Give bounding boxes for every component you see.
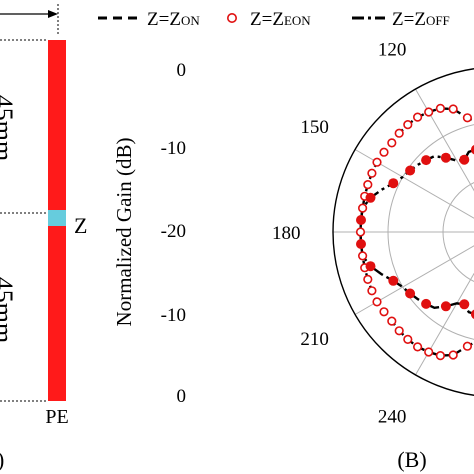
- marker-zoff: [440, 152, 451, 163]
- top-dimension-arrowhead: [48, 10, 58, 18]
- marker-zoff: [388, 178, 399, 189]
- legend-label-zoff: Z=ZOFF: [392, 9, 450, 30]
- marker-zeon: [355, 227, 366, 237]
- angle-tick-label: 210: [300, 329, 329, 350]
- marker-zeon: [448, 350, 458, 360]
- polar-series: [355, 103, 474, 361]
- dimension-label-bottom: 45mm: [0, 277, 18, 343]
- pe-label: PE: [45, 406, 68, 428]
- legend-item-zon: Z=ZON: [98, 9, 200, 30]
- marker-zoff: [405, 165, 416, 176]
- panel-b-label: (B): [397, 447, 426, 472]
- marker-zeon: [448, 104, 458, 114]
- radial-tick-0-top: 0: [177, 60, 187, 81]
- marker-zeon: [372, 157, 382, 167]
- marker-zeon: [379, 307, 389, 317]
- angle-labels: 90120150180210240270: [272, 40, 407, 428]
- marker-zeon: [387, 138, 397, 148]
- radial-tick-0-bottom: 0: [177, 386, 187, 407]
- legend: Z=ZON Z=ZEON Z=ZOFF: [98, 9, 450, 30]
- legend-label-zeon: Z=ZEON: [250, 9, 311, 30]
- marker-zoff: [470, 145, 474, 155]
- marker-zeon: [363, 274, 373, 285]
- marker-zeon: [379, 147, 389, 157]
- panel-a-label: ): [0, 447, 4, 472]
- marker-zeon: [367, 286, 377, 296]
- marker-zoff: [459, 154, 470, 165]
- marker-zeon: [413, 112, 423, 122]
- legend-label-zon: Z=ZON: [147, 9, 200, 30]
- marker-zeon: [435, 351, 446, 361]
- dimension-label-top: 45mm: [0, 95, 18, 161]
- antenna-element-upper: [48, 40, 66, 210]
- marker-zoff: [388, 275, 399, 286]
- angle-tick-label: 120: [378, 40, 407, 61]
- marker-zeon: [367, 168, 377, 178]
- legend-item-zoff: Z=ZOFF: [352, 9, 450, 30]
- outer-circle: [332, 68, 474, 396]
- marker-zeon: [403, 334, 413, 345]
- marker-zeon: [462, 113, 473, 123]
- marker-zeon: [394, 326, 404, 336]
- radial-tick-minus20-top: -20: [161, 221, 186, 242]
- angle-tick-label: 240: [378, 406, 407, 427]
- marker-zoff: [421, 298, 432, 309]
- marker-zoff: [356, 239, 366, 249]
- radial-tick-minus10-top: -10: [161, 138, 186, 159]
- radial-tick-minus10-bottom: -10: [161, 305, 186, 326]
- polar-grid: [332, 68, 474, 396]
- marker-zeon: [424, 107, 434, 117]
- panel-a-structure: 45mm 45mm Z PE ): [0, 4, 87, 472]
- antenna-gap-z: [48, 210, 66, 226]
- marker-zoff: [356, 215, 366, 225]
- marker-zeon: [387, 316, 397, 326]
- marker-zeon: [363, 180, 373, 190]
- marker-zeon: [462, 341, 473, 351]
- marker-zeon: [435, 103, 446, 113]
- marker-zoff: [459, 299, 470, 310]
- legend-item-zeon: Z=ZEON: [227, 9, 311, 30]
- angle-tick-label: 180: [272, 223, 301, 244]
- legend-swatch-zeon: [227, 13, 238, 23]
- marker-zoff: [365, 261, 376, 272]
- angle-tick-label: 150: [300, 117, 329, 138]
- y-axis-label: Normalized Gain (dB): [112, 138, 136, 327]
- marker-zoff: [421, 155, 432, 166]
- marker-zoff: [470, 309, 474, 319]
- z-label: Z: [74, 213, 87, 238]
- marker-zeon: [413, 342, 423, 352]
- marker-zeon: [424, 347, 434, 357]
- marker-zeon: [403, 119, 413, 130]
- marker-zeon: [394, 128, 404, 138]
- panel-b-chart: Z=ZON Z=ZEON Z=ZOFF Normalized Gain (dB)…: [98, 9, 474, 472]
- marker-zoff: [440, 301, 451, 312]
- marker-zeon: [372, 297, 382, 307]
- marker-zeon: [358, 251, 368, 261]
- marker-zeon: [358, 203, 368, 213]
- antenna-element-lower: [48, 226, 66, 401]
- marker-zoff: [365, 192, 376, 203]
- marker-zoff: [405, 288, 416, 299]
